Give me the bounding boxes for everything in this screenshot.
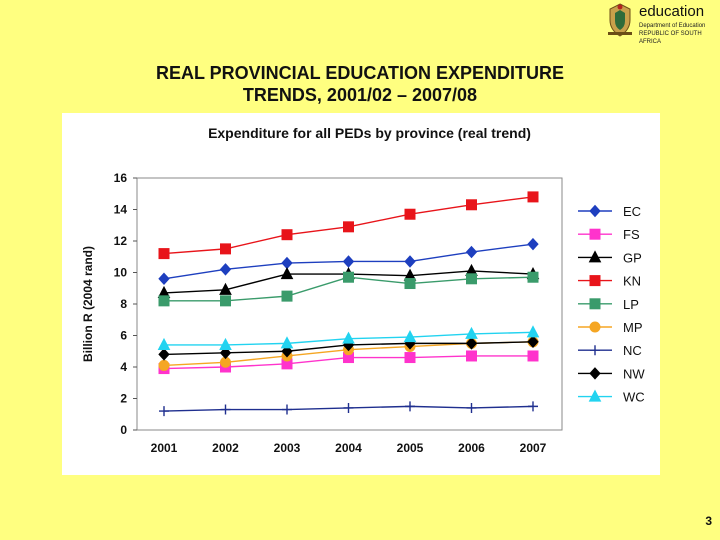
data-point-nc xyxy=(466,402,477,413)
data-point-kn xyxy=(404,208,416,220)
y-tick-label: 14 xyxy=(114,203,128,217)
data-point-lp xyxy=(281,290,293,302)
legend-marker-lp xyxy=(589,298,601,310)
data-point-fs xyxy=(466,350,477,362)
x-tick-label: 2006 xyxy=(458,441,485,455)
legend-marker-mp xyxy=(589,321,601,333)
page-number: 3 xyxy=(705,514,712,528)
data-point-kn xyxy=(343,221,354,233)
data-point-lp xyxy=(466,273,477,285)
legend-marker-fs xyxy=(589,228,601,240)
legend-label-kn: KN xyxy=(623,274,641,289)
legend-marker-wc xyxy=(588,389,602,402)
data-point-lp xyxy=(527,271,539,283)
data-point-nw xyxy=(527,335,539,349)
data-point-fs xyxy=(404,352,416,364)
data-point-kn xyxy=(281,229,293,241)
data-point-wc xyxy=(280,336,294,349)
data-point-nc xyxy=(405,401,415,412)
data-point-ec xyxy=(158,272,170,286)
legend-marker-gp xyxy=(588,250,602,263)
data-point-nc xyxy=(343,402,354,413)
data-point-wc xyxy=(342,331,355,344)
y-tick-label: 0 xyxy=(120,423,127,437)
plot-area xyxy=(136,177,563,431)
legend-label-lp: LP xyxy=(623,297,639,312)
data-point-nw xyxy=(158,348,170,361)
data-point-wc xyxy=(403,329,417,343)
data-point-wc xyxy=(219,337,232,350)
data-point-gp xyxy=(280,266,294,280)
data-point-lp xyxy=(343,271,354,283)
y-tick-label: 6 xyxy=(120,329,127,343)
logo-subtitle-line2: REPUBLIC OF SOUTH AFRICA xyxy=(639,31,702,45)
y-tick-label: 10 xyxy=(114,266,128,280)
coat-of-arms-icon xyxy=(608,3,632,37)
data-point-mp xyxy=(158,359,170,371)
legend-label-fs: FS xyxy=(623,227,640,242)
data-point-nw xyxy=(219,346,232,360)
logo-subtitle: Department of Education REPUBLIC OF SOUT… xyxy=(639,22,717,46)
legend-box xyxy=(570,195,654,410)
data-point-nc xyxy=(220,404,231,415)
legend-label-wc: WC xyxy=(623,390,645,405)
data-point-fs xyxy=(527,350,539,362)
x-tick-label: 2002 xyxy=(212,441,239,455)
data-point-nc xyxy=(528,401,538,412)
y-tick-label: 16 xyxy=(114,171,128,185)
page-title: REAL PROVINCIAL EDUCATION EXPENDITURE TR… xyxy=(60,62,660,106)
data-point-kn xyxy=(220,243,231,255)
legend-marker-ec xyxy=(589,204,601,218)
data-point-ec xyxy=(465,245,478,259)
page-title-line2: TRENDS, 2001/02 – 2007/08 xyxy=(242,85,478,105)
page-title-line1: REAL PROVINCIAL EDUCATION EXPENDITURE xyxy=(155,63,565,83)
x-tick-label: 2007 xyxy=(520,441,547,455)
y-tick-label: 12 xyxy=(114,234,128,248)
legend-marker-nc xyxy=(590,345,600,356)
data-point-kn xyxy=(466,199,477,211)
data-point-lp xyxy=(404,278,416,290)
data-point-wc xyxy=(465,326,478,339)
data-point-ec xyxy=(404,255,416,268)
y-tick-label: 2 xyxy=(120,392,127,406)
x-tick-label: 2004 xyxy=(335,441,362,455)
data-point-gp xyxy=(219,282,232,295)
legend-label-gp: GP xyxy=(623,250,642,265)
data-point-ec xyxy=(219,263,232,276)
legend-label-mp: MP xyxy=(623,320,643,335)
chart-panel: Expenditure for all PEDs by province (re… xyxy=(62,113,660,475)
data-point-ec xyxy=(527,237,539,251)
x-tick-label: 2005 xyxy=(397,441,424,455)
department-logo: education Department of Education REPUBL… xyxy=(605,2,717,45)
legend-label-nw: NW xyxy=(623,366,645,381)
data-point-nc xyxy=(282,404,292,415)
legend-marker-nw xyxy=(589,367,601,380)
chart-title: Expenditure for all PEDs by province (re… xyxy=(208,125,531,141)
logo-subtitle-line1: Department of Education xyxy=(639,23,706,29)
y-tick-label: 8 xyxy=(120,297,127,311)
data-point-kn xyxy=(527,191,539,203)
data-point-wc xyxy=(526,325,540,338)
legend-label-ec: EC xyxy=(623,204,641,219)
y-axis-label: Billion R (2004 rand) xyxy=(81,246,95,362)
data-point-wc xyxy=(157,337,171,350)
data-point-lp xyxy=(220,295,231,307)
data-point-nw xyxy=(465,337,478,350)
data-point-nc xyxy=(159,406,169,417)
legend-marker-kn xyxy=(589,275,601,287)
data-point-kn xyxy=(158,248,170,260)
y-tick-label: 4 xyxy=(120,360,127,374)
line-chart: Expenditure for all PEDs by province (re… xyxy=(81,125,654,455)
legend-label-nc: NC xyxy=(623,343,642,358)
x-tick-label: 2003 xyxy=(274,441,301,455)
data-point-nw xyxy=(281,345,293,358)
logo-wordmark: education xyxy=(639,3,705,20)
data-point-lp xyxy=(158,295,170,307)
data-point-ec xyxy=(342,255,355,268)
x-tick-label: 2001 xyxy=(151,441,178,455)
